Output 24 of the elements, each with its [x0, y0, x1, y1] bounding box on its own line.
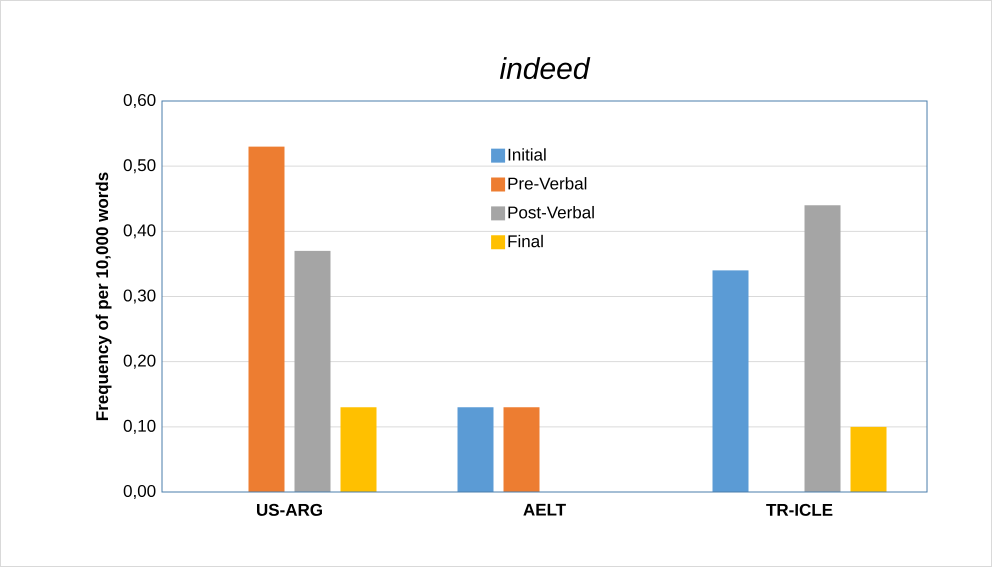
y-axis-title: Frequency of per 10,000 words [96, 172, 112, 420]
y-tick-label: 0,20 [124, 354, 156, 369]
bar [804, 205, 841, 492]
y-tick-label: 0,30 [124, 289, 156, 304]
y-tick-label: 0,10 [124, 420, 156, 434]
y-tick-label: 0,60 [124, 94, 156, 108]
legend-label: Final [508, 234, 543, 248]
y-tick-label: 0,40 [124, 224, 156, 238]
bar [294, 250, 331, 492]
x-tick-label: US-ARG [256, 504, 322, 516]
bar [504, 407, 540, 492]
bar [712, 270, 749, 492]
y-tick-label: 0,50 [124, 159, 156, 174]
legend-label: Initial [508, 148, 546, 161]
legend-label: Post-Verbal [508, 206, 594, 218]
bar [248, 146, 284, 492]
legend-label: Pre-Verbal [508, 177, 586, 190]
bar [458, 407, 494, 492]
y-tick-label: 0,00 [124, 484, 156, 500]
x-tick-label: TR-ICLE [766, 504, 832, 516]
bar [850, 426, 887, 492]
x-tick-label: AELT [523, 504, 566, 516]
chart-title: indeed [500, 57, 590, 80]
bar [340, 407, 377, 492]
